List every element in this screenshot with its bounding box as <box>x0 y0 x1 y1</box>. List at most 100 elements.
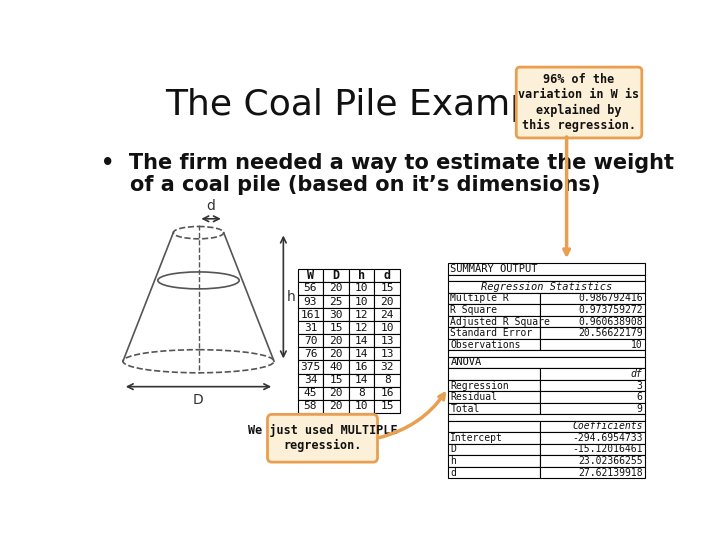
Bar <box>374 295 400 308</box>
Text: -15.12016461: -15.12016461 <box>572 444 642 455</box>
Text: SUMMARY OUTPUT: SUMMARY OUTPUT <box>451 264 538 274</box>
Bar <box>297 334 323 347</box>
Text: 23.02366255: 23.02366255 <box>578 456 642 466</box>
FancyBboxPatch shape <box>267 414 377 462</box>
Bar <box>448 304 539 316</box>
Bar <box>448 350 645 356</box>
Bar <box>349 374 374 387</box>
Text: W: W <box>307 269 314 282</box>
Text: Regression Statistics: Regression Statistics <box>481 282 612 292</box>
Bar <box>448 421 539 432</box>
Bar <box>539 293 645 304</box>
Bar <box>539 392 645 403</box>
Text: 20: 20 <box>329 284 343 293</box>
Text: 8: 8 <box>384 375 390 385</box>
Bar <box>448 414 645 421</box>
Text: 24: 24 <box>380 309 394 320</box>
Bar <box>448 432 539 444</box>
Bar <box>349 321 374 334</box>
Text: 13: 13 <box>380 349 394 359</box>
Text: Intercept: Intercept <box>451 433 503 443</box>
Text: 12: 12 <box>355 309 369 320</box>
Text: 20: 20 <box>380 296 394 307</box>
Text: 76: 76 <box>304 349 318 359</box>
Bar <box>374 387 400 400</box>
Text: The Coal Pile Example: The Coal Pile Example <box>165 88 565 122</box>
Bar <box>448 403 539 414</box>
Bar <box>374 347 400 361</box>
Bar <box>349 387 374 400</box>
Bar <box>323 282 349 295</box>
Text: 16: 16 <box>380 388 394 398</box>
Bar <box>374 400 400 413</box>
Bar <box>323 361 349 374</box>
Text: Total: Total <box>451 403 480 414</box>
Bar <box>448 356 645 368</box>
Text: 3: 3 <box>636 381 642 390</box>
Bar <box>297 269 323 282</box>
Bar <box>374 269 400 282</box>
Text: 20.56622179: 20.56622179 <box>578 328 642 338</box>
Bar <box>448 467 539 478</box>
Bar <box>374 374 400 387</box>
Text: Adjusted R Square: Adjusted R Square <box>451 316 550 327</box>
Text: 10: 10 <box>380 323 394 333</box>
Bar <box>539 467 645 478</box>
Bar <box>539 403 645 414</box>
Bar <box>539 339 645 350</box>
Text: R Square: R Square <box>451 305 498 315</box>
Bar <box>297 347 323 361</box>
Text: D: D <box>333 269 340 282</box>
Bar <box>374 334 400 347</box>
Text: Standard Error: Standard Error <box>451 328 533 338</box>
Bar <box>448 444 539 455</box>
Text: 161: 161 <box>300 309 320 320</box>
Text: 31: 31 <box>304 323 318 333</box>
Text: We just used MULTIPLE
regression.: We just used MULTIPLE regression. <box>248 424 397 453</box>
Text: d: d <box>451 468 456 477</box>
Text: 45: 45 <box>304 388 318 398</box>
Bar <box>539 444 645 455</box>
Text: 58: 58 <box>304 401 318 411</box>
Text: 8: 8 <box>359 388 365 398</box>
Bar <box>448 455 539 467</box>
Bar <box>374 361 400 374</box>
Bar <box>539 421 645 432</box>
Bar <box>539 432 645 444</box>
Text: ANOVA: ANOVA <box>451 357 482 367</box>
Bar <box>448 327 539 339</box>
Text: Regression: Regression <box>451 381 509 390</box>
Text: Coefficients: Coefficients <box>572 421 642 431</box>
Bar <box>297 321 323 334</box>
Text: 15: 15 <box>329 323 343 333</box>
Bar <box>448 281 645 293</box>
Bar <box>374 282 400 295</box>
Bar <box>539 380 645 392</box>
Bar <box>297 308 323 321</box>
Bar <box>448 293 539 304</box>
Text: h: h <box>287 290 296 304</box>
Bar <box>323 387 349 400</box>
Text: 30: 30 <box>329 309 343 320</box>
Text: h: h <box>358 269 365 282</box>
Bar <box>349 282 374 295</box>
Text: 15: 15 <box>380 284 394 293</box>
Text: Residual: Residual <box>451 392 498 402</box>
Text: d: d <box>207 199 215 213</box>
Text: 0.973759272: 0.973759272 <box>578 305 642 315</box>
Text: df: df <box>631 369 642 379</box>
Bar <box>323 269 349 282</box>
Bar <box>349 334 374 347</box>
Bar <box>323 321 349 334</box>
Bar <box>323 347 349 361</box>
Bar <box>297 282 323 295</box>
Text: 9: 9 <box>636 403 642 414</box>
Text: 16: 16 <box>355 362 369 372</box>
Text: 20: 20 <box>329 349 343 359</box>
Text: Multiple R: Multiple R <box>451 294 509 303</box>
Bar <box>448 275 645 281</box>
Bar <box>539 368 645 380</box>
Text: 20: 20 <box>329 401 343 411</box>
Bar <box>374 308 400 321</box>
Bar <box>349 361 374 374</box>
